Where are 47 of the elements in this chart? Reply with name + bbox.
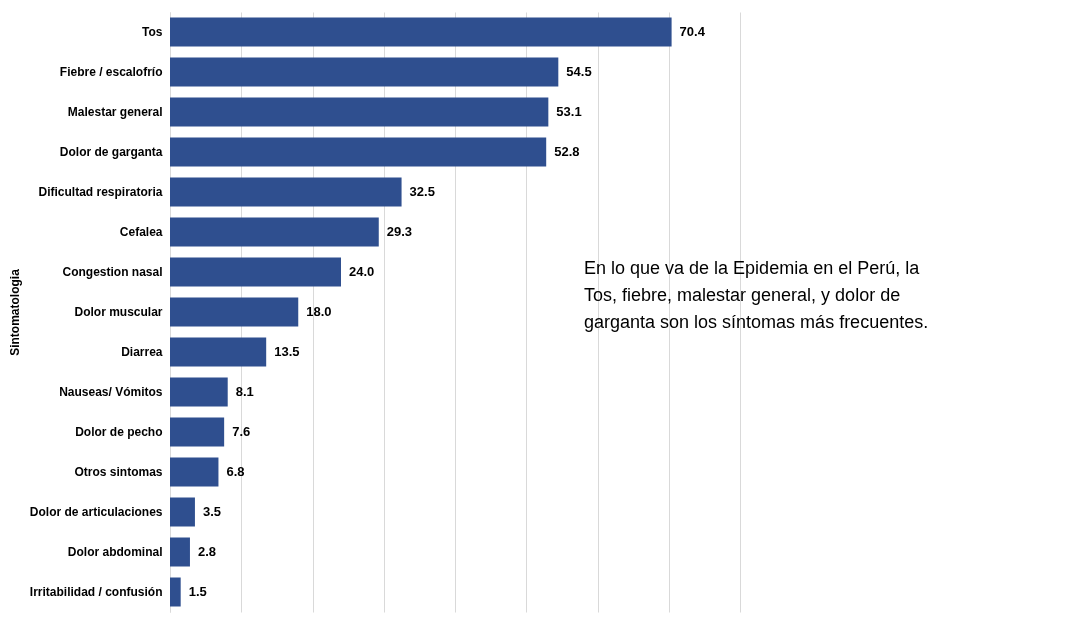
bar [170, 537, 190, 567]
bar [170, 137, 547, 167]
y-tick-label: Dolor de garganta [59, 145, 163, 159]
bar [170, 297, 299, 327]
bar [170, 457, 219, 487]
y-tick-label: Diarrea [121, 345, 163, 359]
annotation: En lo que va de la Epidemia en el Perú, la Tos, fiebre, malestar general, y dolor de garganta son los síntomas más frecuentes. [584, 258, 929, 332]
bar [170, 417, 225, 447]
y-axis-title: Sintomatologia [7, 268, 22, 356]
data-label: 2.8 [197, 544, 217, 559]
data-label: 54.5 [566, 64, 592, 79]
data-label: 13.5 [274, 344, 300, 359]
y-tick-label: Otros sintomas [74, 465, 163, 479]
y-tick-label: Dificultad respiratoria [38, 185, 163, 199]
y-tick-label: Dolor muscular [74, 305, 163, 319]
data-label: 1.5 [188, 584, 207, 599]
data-label: 3.5 [202, 504, 222, 519]
y-tick-label: Irritabilidad / confusión [29, 585, 163, 599]
data-label: 52.8 [554, 144, 580, 159]
data-label: 24.0 [349, 264, 375, 279]
y-tick-label: Congestion nasal [62, 265, 163, 279]
bar [170, 217, 379, 247]
y-tick-label: Malestar general [67, 105, 163, 119]
bar [170, 17, 672, 47]
data-label: 18.0 [306, 304, 332, 319]
bar [170, 57, 559, 87]
y-tick-label: Fiebre / escalofrío [59, 65, 163, 79]
bar [170, 577, 181, 607]
bar [170, 497, 195, 527]
data-label: 70.4 [679, 24, 706, 39]
y-tick-label: Dolor de articulaciones [29, 505, 163, 519]
y-tick-label: Dolor abdominal [67, 545, 163, 559]
data-label: 6.8 [226, 464, 245, 479]
bar [170, 337, 267, 367]
y-tick-label: Dolor de pecho [75, 425, 163, 439]
y-tick-label: Tos [142, 25, 163, 39]
y-tick-label: Cefalea [119, 225, 163, 239]
bar [170, 97, 549, 127]
data-label: 32.5 [409, 184, 435, 199]
y-tick-label: Nauseas/ Vómitos [59, 385, 163, 399]
data-label: 29.3 [386, 224, 413, 239]
bar [170, 377, 228, 407]
data-label: 53.1 [556, 104, 582, 119]
data-label: 7.6 [232, 424, 251, 439]
bar [170, 177, 402, 207]
bar [170, 257, 341, 287]
data-label: 8.1 [235, 384, 254, 399]
